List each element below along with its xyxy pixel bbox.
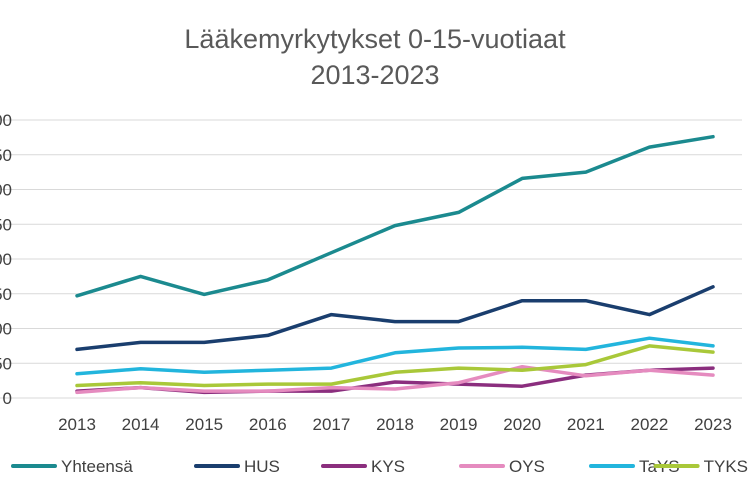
series-line-tyks	[75, 344, 715, 388]
legend-item-oys: OYS	[459, 457, 545, 476]
legend-item-hus: HUS	[194, 457, 280, 476]
x-tick-label: 2020	[503, 415, 541, 434]
legend: YhteensäHUSKYSOYSTaYSTYKS	[11, 457, 748, 476]
series-line-tays	[75, 336, 715, 376]
y-axis-tick-labels: 0 50 100 150 200 250 300 350 400	[0, 111, 12, 408]
x-tick-label: 2017	[312, 415, 350, 434]
y-tick-label: 100	[0, 320, 12, 339]
x-tick-label: 2013	[58, 415, 96, 434]
gridlines	[0, 119, 742, 399]
legend-item-kys: KYS	[321, 457, 405, 476]
series-line-oys	[75, 364, 715, 395]
x-axis-tick-labels: 2013 2014 2015 2016 2017 2018 2019 2020 2021 2022…	[58, 415, 732, 434]
chart-title: Lääkemyrkytykset 0-15-vuotiaat 2013-2023	[184, 24, 566, 90]
x-tick-label: 2014	[122, 415, 160, 434]
y-tick-label: 50	[0, 354, 12, 373]
legend-label: KYS	[371, 457, 405, 476]
series-line-hus	[75, 285, 715, 352]
legend-label: TYKS	[704, 457, 748, 476]
legend-label: OYS	[509, 457, 545, 476]
x-tick-label: 2019	[440, 415, 478, 434]
legend-label: Yhteensä	[61, 457, 133, 476]
series-line-yhteens-	[75, 134, 715, 298]
x-tick-label: 2021	[567, 415, 605, 434]
x-tick-label: 2023	[694, 415, 732, 434]
x-tick-label: 2018	[376, 415, 414, 434]
legend-label: HUS	[244, 457, 280, 476]
legend-item-tyks: TYKS	[653, 457, 748, 476]
data-series	[75, 134, 715, 395]
y-tick-label: 0	[3, 389, 12, 408]
chart-title-line-1: Lääkemyrkytykset 0-15-vuotiaat	[184, 24, 566, 54]
legend-item-yhteens-: Yhteensä	[11, 457, 133, 476]
chart-title-line-2: 2013-2023	[310, 60, 439, 90]
y-tick-label: 200	[0, 250, 12, 269]
y-tick-label: 350	[0, 146, 12, 165]
y-tick-label: 300	[0, 181, 12, 200]
x-tick-label: 2016	[249, 415, 287, 434]
x-tick-label: 2015	[185, 415, 223, 434]
x-tick-label: 2022	[630, 415, 668, 434]
y-tick-label: 400	[0, 111, 12, 130]
y-tick-label: 150	[0, 285, 12, 304]
y-tick-label: 250	[0, 215, 12, 234]
